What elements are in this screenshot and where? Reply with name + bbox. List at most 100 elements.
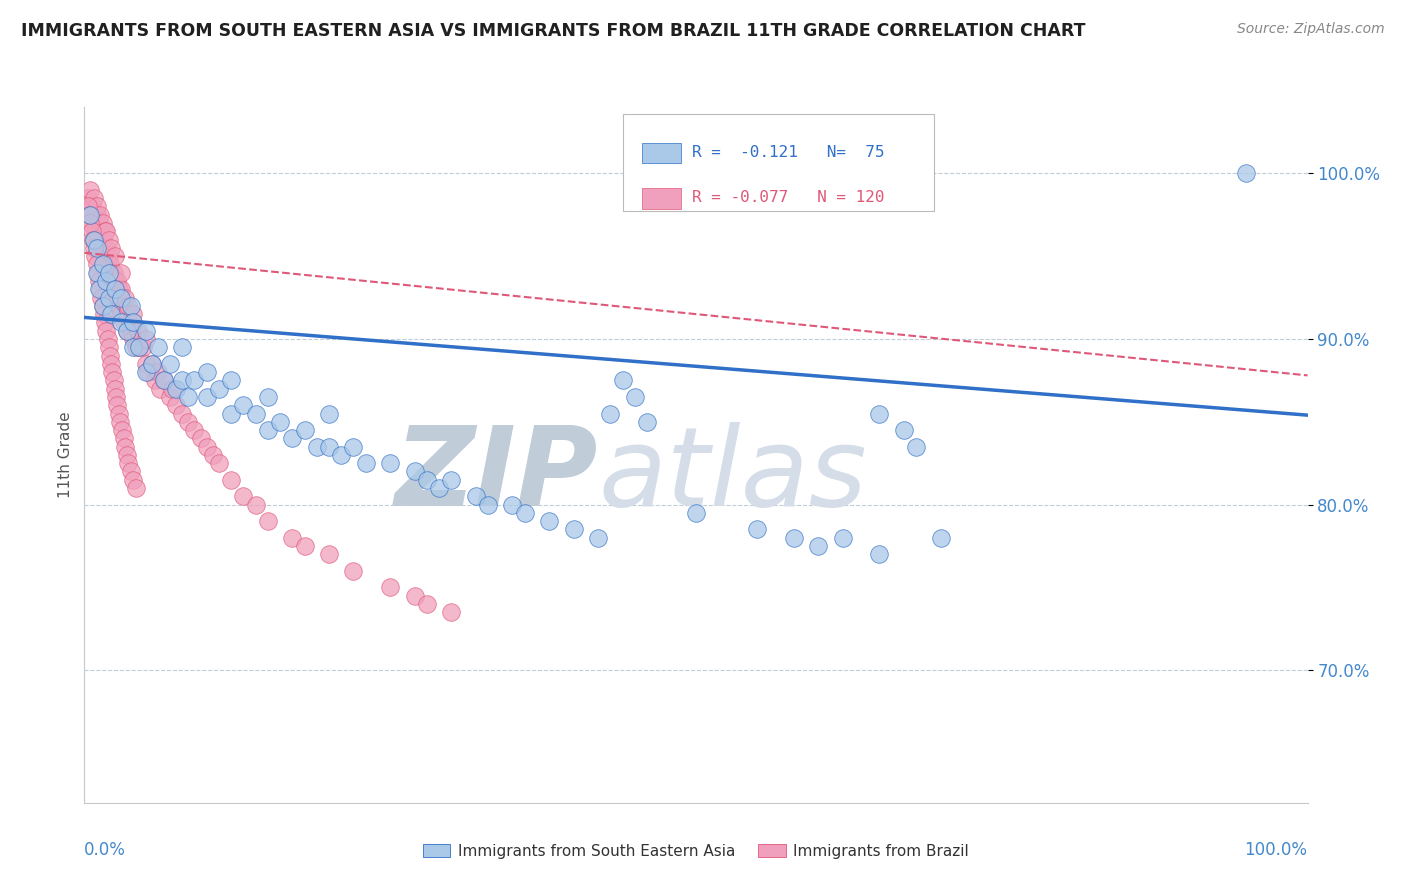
Point (190, 431, 212, 445)
Point (905, 440, 928, 454)
Point (831, 531, 853, 545)
Point (94, 315, 117, 329)
Point (122, 307, 145, 321)
Point (97, 274, 120, 288)
Point (404, 589, 426, 603)
Point (87, 241, 110, 255)
Point (111, 423, 134, 437)
Point (141, 357, 163, 371)
Point (135, 324, 157, 338)
Point (97, 249, 120, 263)
Point (257, 390, 280, 404)
Point (294, 423, 316, 437)
Point (112, 315, 135, 329)
Point (118, 315, 141, 329)
Point (94, 257, 117, 271)
Point (96, 241, 118, 255)
Point (122, 473, 145, 487)
Point (342, 440, 364, 454)
Point (83, 233, 105, 247)
Point (149, 382, 172, 396)
Point (105, 274, 128, 288)
Point (624, 390, 647, 404)
Point (177, 390, 200, 404)
Point (599, 407, 621, 421)
Point (86, 199, 108, 213)
Point (201, 448, 224, 462)
Point (105, 390, 128, 404)
Point (342, 564, 364, 578)
Text: ZIP: ZIP (395, 422, 598, 529)
Point (869, 407, 891, 421)
Point (107, 282, 129, 296)
Point (115, 307, 138, 321)
Point (103, 373, 125, 387)
Point (97, 332, 120, 346)
Point (104, 274, 127, 288)
Point (97, 266, 120, 280)
Point (477, 498, 499, 512)
Point (89, 208, 111, 222)
Point (245, 407, 267, 421)
Point (105, 291, 128, 305)
Point (464, 489, 486, 503)
Point (318, 547, 340, 561)
Point (136, 365, 159, 379)
Text: 100.0%: 100.0% (1244, 841, 1308, 859)
Point (380, 581, 402, 595)
Point (96, 324, 118, 338)
Point (177, 415, 200, 429)
Point (219, 407, 242, 421)
Point (143, 373, 166, 387)
Text: R =  -0.121   N=  75: R = -0.121 N= 75 (692, 145, 884, 160)
Point (122, 340, 145, 354)
Point (87, 216, 110, 230)
FancyBboxPatch shape (623, 114, 935, 211)
Point (208, 456, 231, 470)
Point (86, 208, 108, 222)
Point (96, 274, 118, 288)
Point (87, 266, 110, 280)
Point (747, 523, 769, 537)
Point (783, 531, 806, 545)
Point (84, 224, 107, 238)
Point (135, 357, 157, 371)
Point (104, 282, 127, 296)
Point (91, 299, 114, 313)
Point (612, 373, 634, 387)
Point (427, 481, 450, 495)
Point (128, 340, 150, 354)
Text: R = -0.077   N = 120: R = -0.077 N = 120 (692, 190, 884, 205)
Point (87, 274, 110, 288)
Point (82, 233, 104, 247)
Point (195, 365, 218, 379)
Point (100, 307, 122, 321)
Point (513, 506, 536, 520)
Point (146, 365, 169, 379)
Point (380, 456, 402, 470)
Point (586, 531, 609, 545)
Point (79, 208, 101, 222)
Point (86, 266, 108, 280)
Point (115, 324, 138, 338)
Point (100, 266, 122, 280)
Point (132, 340, 155, 354)
Point (86, 241, 108, 255)
Point (330, 448, 353, 462)
Point (120, 299, 142, 313)
Point (636, 415, 658, 429)
Point (103, 266, 125, 280)
Legend: Immigrants from South Eastern Asia, Immigrants from Brazil: Immigrants from South Eastern Asia, Immi… (416, 838, 976, 864)
Point (91, 257, 114, 271)
Point (86, 257, 108, 271)
Point (91, 257, 114, 271)
Point (79, 183, 101, 197)
Point (110, 266, 132, 280)
Point (807, 539, 830, 553)
Point (100, 241, 122, 255)
Point (128, 340, 150, 354)
Point (135, 332, 157, 346)
Point (110, 291, 132, 305)
Text: Source: ZipAtlas.com: Source: ZipAtlas.com (1237, 22, 1385, 37)
Point (404, 465, 426, 479)
